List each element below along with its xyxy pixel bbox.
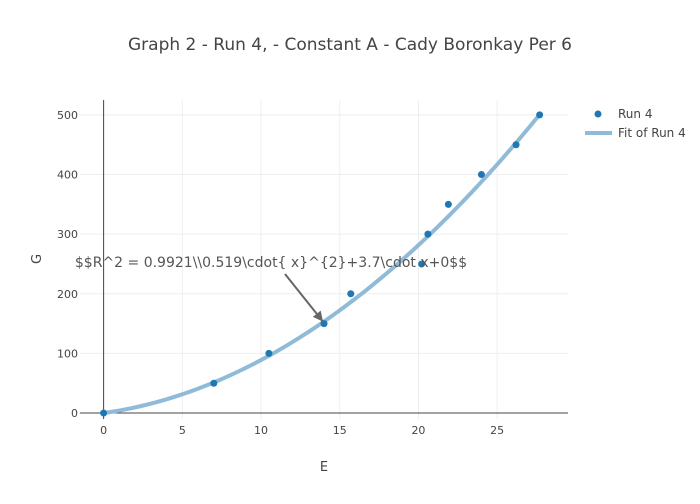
y-tick-label: 200 — [57, 288, 78, 301]
y-tick-label: 500 — [57, 109, 78, 122]
x-tick-label: 10 — [254, 424, 268, 437]
data-series — [100, 111, 544, 417]
y-tick-label: 100 — [57, 347, 78, 360]
x-axis-label: E — [320, 460, 328, 475]
legend-marker-run-4 — [594, 110, 602, 118]
axes — [80, 100, 568, 419]
annotation: $$R^2 = 0.9921\\0.519\cdot{ x}^{2}+3.7\c… — [75, 255, 467, 323]
grid — [80, 100, 568, 419]
annotation-arrow-line — [284, 273, 324, 323]
data-point — [512, 141, 520, 149]
x-tick-label: 20 — [411, 424, 425, 437]
annotation-arrowhead — [312, 310, 323, 322]
x-tick-label: 0 — [100, 424, 107, 437]
data-point — [265, 349, 273, 357]
y-axis-label: G — [30, 254, 45, 264]
data-point — [424, 230, 432, 238]
legend: Run 4 Fit of Run 4 — [585, 107, 686, 140]
legend-label-run-4: Run 4 — [618, 107, 652, 121]
data-point — [536, 111, 544, 119]
y-tick-label: 400 — [57, 169, 78, 182]
y-tick-label: 0 — [71, 407, 78, 420]
data-point — [418, 260, 426, 268]
data-point — [347, 290, 355, 298]
annotation-text: $$R^2 = 0.9921\\0.519\cdot{ x}^{2}+3.7\c… — [75, 255, 467, 271]
data-point — [100, 409, 108, 417]
data-point — [444, 200, 452, 208]
y-tick-label: 300 — [57, 228, 78, 241]
data-point — [477, 171, 485, 179]
legend-label-fit: Fit of Run 4 — [618, 126, 686, 140]
x-tick-label: 25 — [490, 424, 504, 437]
tick-labels: 0 100 200 300 400 500 0 5 10 15 20 25 — [57, 109, 504, 437]
data-point — [210, 379, 218, 387]
x-tick-label: 5 — [179, 424, 186, 437]
chart-title: Graph 2 - Run 4, - Constant A - Cady Bor… — [128, 35, 572, 55]
x-tick-label: 15 — [333, 424, 347, 437]
